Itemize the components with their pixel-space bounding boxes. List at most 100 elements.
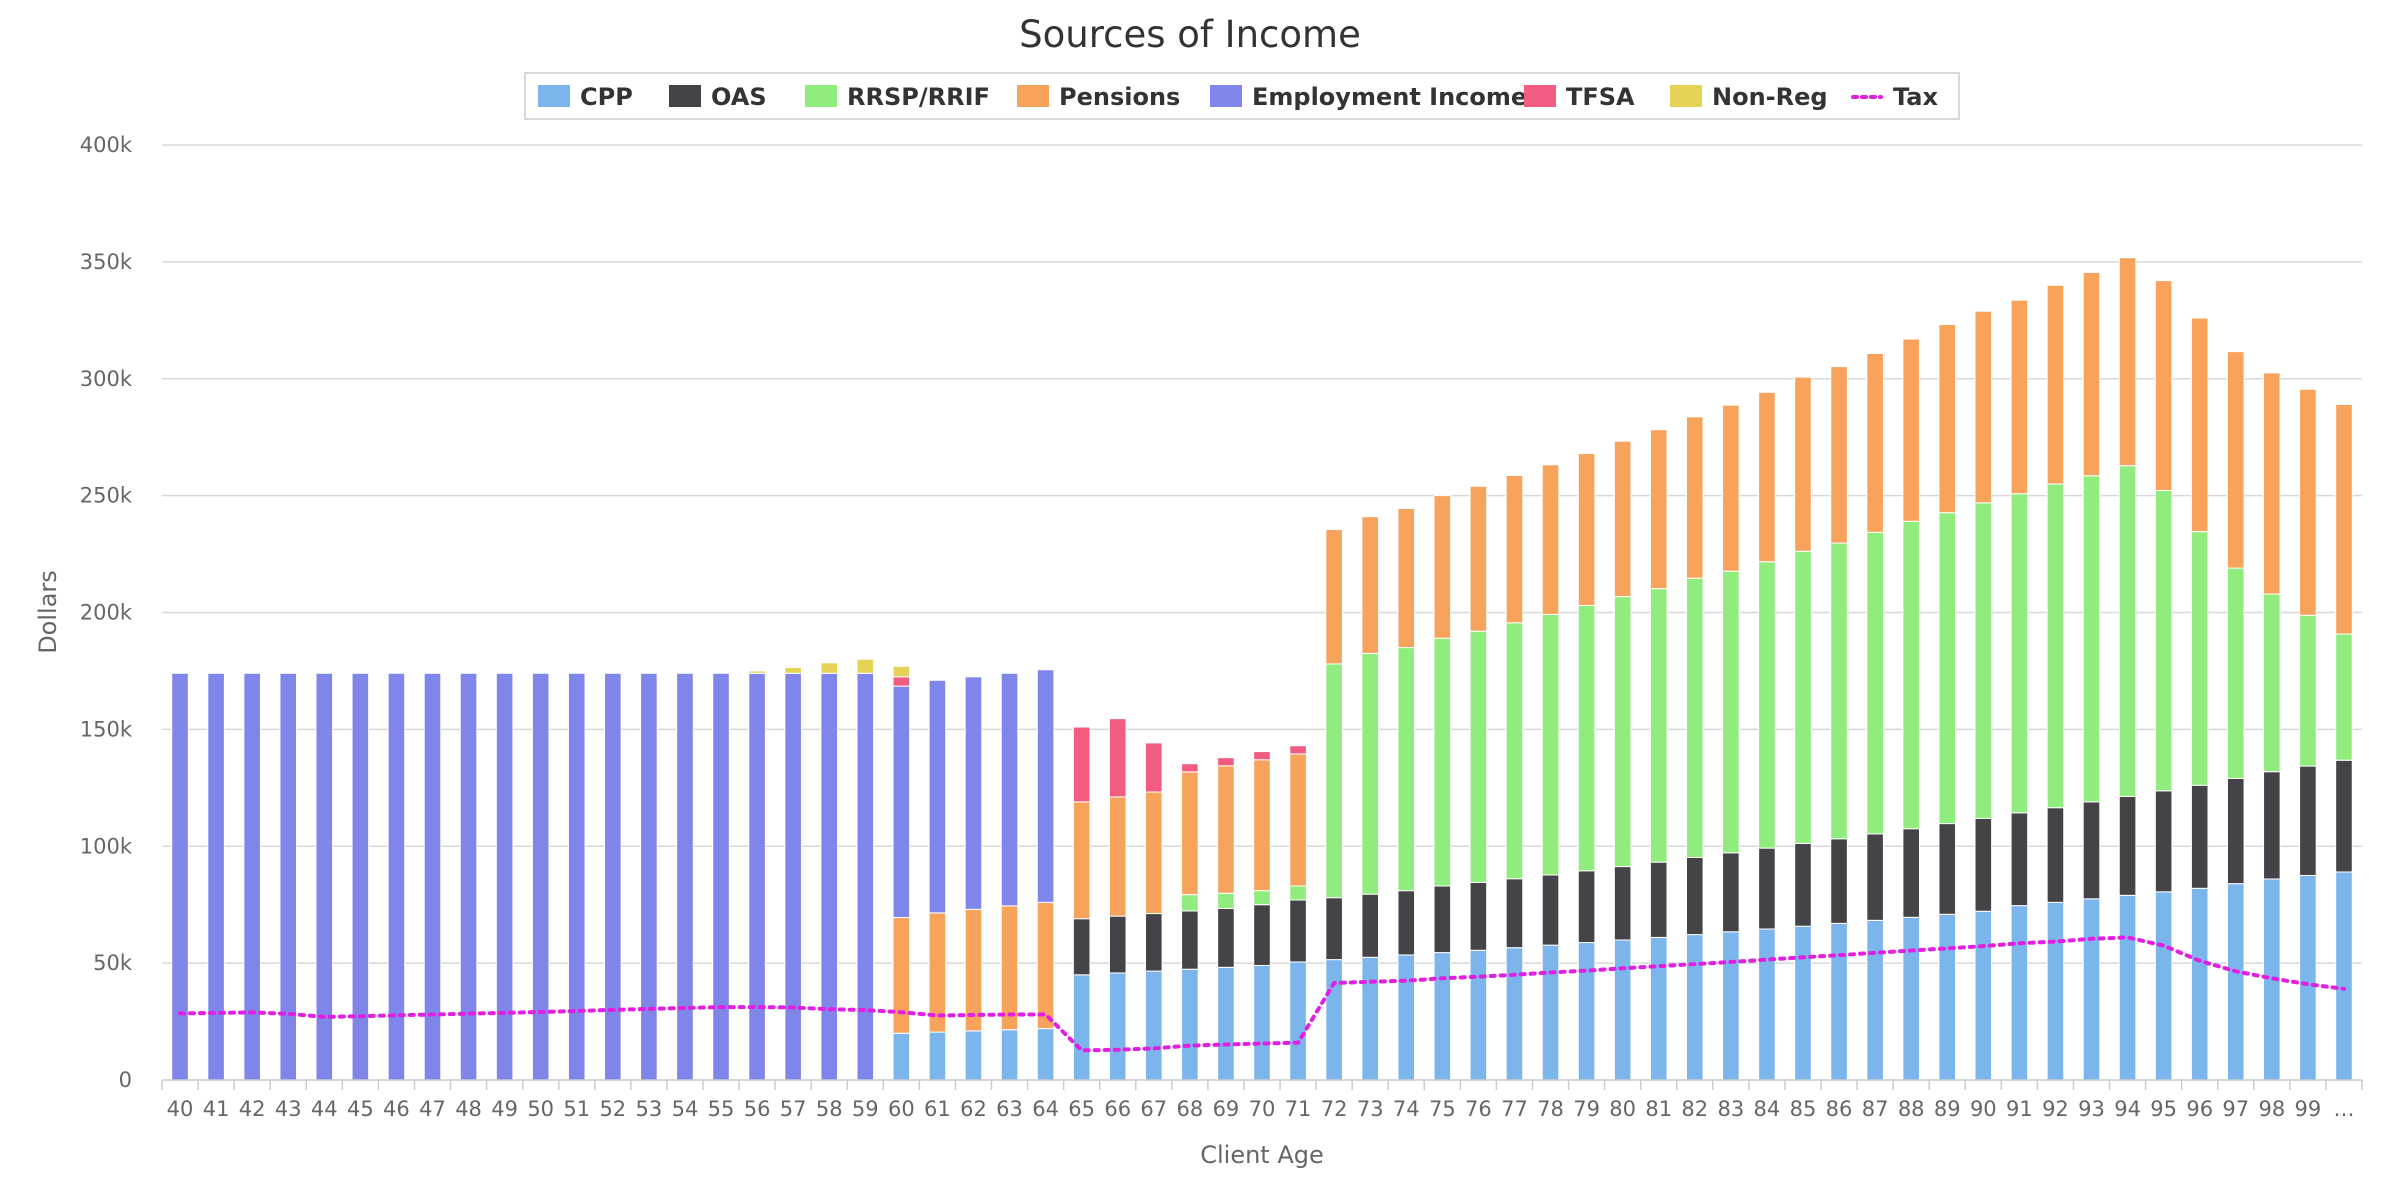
bar-segment-pensions[interactable] xyxy=(1000,905,1019,1031)
bar-segment-rrsp-rrif[interactable] xyxy=(1181,894,1199,912)
bar-segment-rrsp-rrif[interactable] xyxy=(2263,593,2281,773)
bar-segment-employment-income[interactable] xyxy=(892,685,911,919)
bar-segment-employment-income[interactable] xyxy=(640,672,658,1081)
bar-segment-pensions[interactable] xyxy=(1469,485,1488,632)
bar-segment-pensions[interactable] xyxy=(1289,753,1307,887)
bar-segment-cpp[interactable] xyxy=(2190,887,2209,1081)
bar-segment-oas[interactable] xyxy=(1217,907,1235,968)
bar-segment-tfsa[interactable] xyxy=(1217,757,1235,767)
bar-segment-rrsp-rrif[interactable] xyxy=(1685,577,1704,858)
bar-segment-cpp[interactable] xyxy=(1217,966,1235,1081)
bar-segment-cpp[interactable] xyxy=(2226,883,2245,1081)
bar-segment-non-reg[interactable] xyxy=(856,658,875,674)
bar-segment-pensions[interactable] xyxy=(892,917,911,1034)
bar-segment-oas[interactable] xyxy=(2154,790,2173,893)
bar-segment-cpp[interactable] xyxy=(1505,947,1524,1081)
bar-segment-rrsp-rrif[interactable] xyxy=(1613,596,1632,868)
bar-segment-rrsp-rrif[interactable] xyxy=(1325,663,1343,899)
legend-item-pensions[interactable]: Pensions xyxy=(1017,83,1180,111)
bar-segment-oas[interactable] xyxy=(2299,765,2317,876)
legend-item-cpp[interactable]: CPP xyxy=(538,83,633,111)
bar-segment-pensions[interactable] xyxy=(2335,403,2353,635)
bar-segment-pensions[interactable] xyxy=(1253,759,1271,892)
bar-segment-oas[interactable] xyxy=(1685,856,1704,936)
bar-segment-cpp[interactable] xyxy=(1577,942,1596,1081)
bar-segment-pensions[interactable] xyxy=(1866,353,1884,533)
bar-segment-cpp[interactable] xyxy=(2299,874,2317,1081)
bar-segment-cpp[interactable] xyxy=(1108,972,1127,1081)
bar-segment-oas[interactable] xyxy=(1505,878,1524,949)
bar-segment-oas[interactable] xyxy=(1397,890,1416,956)
bar-segment-pensions[interactable] xyxy=(1685,416,1704,579)
bar-segment-cpp[interactable] xyxy=(2010,905,2029,1081)
bar-segment-oas[interactable] xyxy=(1253,904,1271,966)
bar-segment-cpp[interactable] xyxy=(1000,1029,1019,1081)
bar-segment-employment-income[interactable] xyxy=(784,672,802,1081)
bar-segment-oas[interactable] xyxy=(1830,838,1848,924)
bar-segment-pensions[interactable] xyxy=(1361,516,1379,654)
bar-segment-rrsp-rrif[interactable] xyxy=(1649,588,1668,863)
bar-segment-pensions[interactable] xyxy=(964,908,983,1032)
bar-segment-cpp[interactable] xyxy=(2118,894,2137,1081)
bar-segment-oas[interactable] xyxy=(2226,777,2245,885)
bar-segment-pensions[interactable] xyxy=(2010,299,2029,495)
bar-segment-oas[interactable] xyxy=(1433,885,1452,954)
tax-line[interactable] xyxy=(178,935,2346,1053)
bar-segment-cpp[interactable] xyxy=(1325,959,1343,1081)
bar-segment-cpp[interactable] xyxy=(1613,939,1632,1081)
bar-segment-cpp[interactable] xyxy=(1253,964,1271,1081)
bar-segment-cpp[interactable] xyxy=(1361,956,1379,1081)
bar-segment-oas[interactable] xyxy=(1649,861,1668,938)
bar-segment-pensions[interactable] xyxy=(2226,351,2245,569)
bar-segment-pensions[interactable] xyxy=(1649,429,1668,590)
bar-segment-tfsa[interactable] xyxy=(1253,751,1271,761)
bar-segment-pensions[interactable] xyxy=(1794,376,1812,552)
bar-segment-rrsp-rrif[interactable] xyxy=(2190,531,2209,786)
bar-segment-oas[interactable] xyxy=(2118,795,2137,896)
bar-segment-pensions[interactable] xyxy=(2154,280,2173,491)
bar-segment-employment-income[interactable] xyxy=(171,672,189,1081)
bar-segment-tfsa[interactable] xyxy=(1072,726,1091,803)
bar-segment-cpp[interactable] xyxy=(1758,928,1776,1081)
bar-segment-non-reg[interactable] xyxy=(748,670,766,674)
bar-segment-oas[interactable] xyxy=(1902,828,1920,918)
bar-segment-oas[interactable] xyxy=(1541,874,1560,946)
bar-segment-cpp[interactable] xyxy=(2082,898,2101,1081)
bar-segment-cpp[interactable] xyxy=(1145,970,1163,1081)
bar-segment-pensions[interactable] xyxy=(1072,801,1091,920)
bar-segment-cpp[interactable] xyxy=(964,1030,983,1081)
bar-segment-employment-income[interactable] xyxy=(820,672,839,1081)
bar-segment-non-reg[interactable] xyxy=(892,665,911,678)
legend-item-employment-income[interactable]: Employment Income xyxy=(1210,83,1527,111)
bar-segment-rrsp-rrif[interactable] xyxy=(1758,561,1776,849)
bar-segment-cpp[interactable] xyxy=(1072,974,1091,1081)
bar-segment-pensions[interactable] xyxy=(1613,440,1632,598)
bar-segment-rrsp-rrif[interactable] xyxy=(1433,637,1452,887)
bar-segment-employment-income[interactable] xyxy=(531,672,550,1081)
bar-segment-employment-income[interactable] xyxy=(856,672,875,1081)
bar-segment-cpp[interactable] xyxy=(1541,944,1560,1081)
bar-segment-non-reg[interactable] xyxy=(820,662,839,674)
bar-segment-cpp[interactable] xyxy=(2335,871,2353,1081)
bar-segment-pensions[interactable] xyxy=(2263,372,2281,595)
bar-segment-cpp[interactable] xyxy=(1649,936,1668,1081)
bar-segment-rrsp-rrif[interactable] xyxy=(1217,892,1235,909)
legend-item-rrsp-rrif[interactable]: RRSP/RRIF xyxy=(805,83,990,111)
bar-segment-employment-income[interactable] xyxy=(207,672,225,1081)
legend-item-oas[interactable]: OAS xyxy=(669,83,767,111)
bar-segment-rrsp-rrif[interactable] xyxy=(1253,890,1271,906)
bar-segment-cpp[interactable] xyxy=(1794,925,1812,1081)
bar-segment-rrsp-rrif[interactable] xyxy=(1722,570,1740,854)
bar-segment-rrsp-rrif[interactable] xyxy=(2335,633,2353,761)
bar-segment-non-reg[interactable] xyxy=(784,666,802,674)
bar-segment-employment-income[interactable] xyxy=(1036,669,1055,903)
bar-segment-rrsp-rrif[interactable] xyxy=(2082,475,2101,803)
legend-item-tfsa[interactable]: TFSA xyxy=(1524,83,1635,111)
bar-segment-oas[interactable] xyxy=(1577,870,1596,944)
bar-segment-pensions[interactable] xyxy=(1181,771,1199,896)
bar-segment-cpp[interactable] xyxy=(2046,901,2065,1081)
bar-segment-cpp[interactable] xyxy=(892,1032,911,1081)
bar-segment-oas[interactable] xyxy=(1072,918,1091,976)
bar-segment-pensions[interactable] xyxy=(1577,453,1596,606)
bar-segment-cpp[interactable] xyxy=(1289,961,1307,1081)
